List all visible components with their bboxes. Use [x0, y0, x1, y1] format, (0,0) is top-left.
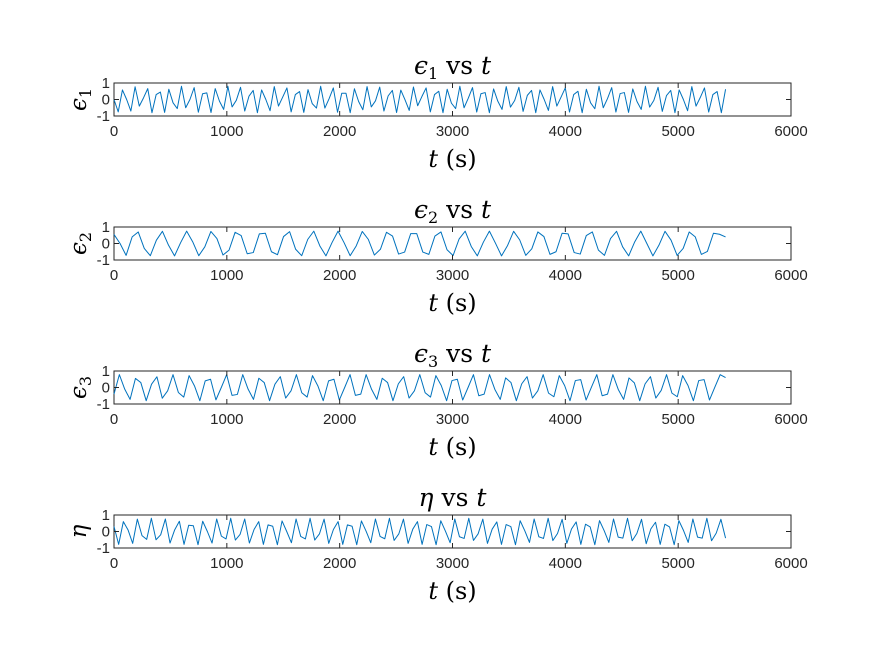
- x-axis-label-part: t: [428, 145, 438, 173]
- x-tick-label: 2000: [323, 555, 356, 572]
- x-tick-label: 1000: [210, 267, 243, 284]
- y-axis-label-part: η: [66, 524, 92, 538]
- y-axis-label: ϵ3: [66, 376, 95, 399]
- y-tick-label: -1: [97, 396, 110, 413]
- x-axis-label-part: (s): [438, 145, 477, 173]
- x-tick-label: 2000: [323, 411, 356, 428]
- y-axis-label-part: 2: [76, 232, 95, 242]
- x-tick-label: 6000: [774, 267, 807, 284]
- series-line: [113, 85, 727, 114]
- y-tick-label: 1: [102, 219, 110, 236]
- x-tick-label: 2000: [323, 123, 356, 140]
- x-tick-label: 3000: [436, 123, 469, 140]
- x-tick-label: 5000: [661, 411, 694, 428]
- y-tick-label: 0: [102, 524, 110, 541]
- x-tick-label: 4000: [549, 411, 582, 428]
- y-tick-label: -1: [97, 540, 110, 557]
- chart-title-part: t: [481, 51, 492, 80]
- x-tick-label: 3000: [436, 555, 469, 572]
- chart-title-part: 3: [428, 352, 438, 371]
- x-tick-label: 0: [110, 411, 118, 428]
- y-tick-label: 0: [102, 92, 110, 109]
- chart-title-part: ϵ: [414, 51, 428, 80]
- x-tick-label: 6000: [774, 555, 807, 572]
- chart-title-part: vs: [438, 51, 481, 80]
- x-tick-label: 1000: [210, 411, 243, 428]
- x-axis-label: t (s): [428, 145, 476, 173]
- chart-title-part: 2: [428, 208, 438, 227]
- x-tick-label: 0: [110, 267, 118, 284]
- y-axis-label-part: ϵ: [66, 242, 92, 255]
- x-axis-label-part: (s): [438, 289, 477, 317]
- x-axis-label-part: (s): [438, 433, 477, 461]
- y-tick-label: 1: [102, 363, 110, 380]
- x-tick-label: 5000: [661, 267, 694, 284]
- chart-title-part: t: [481, 195, 492, 224]
- x-axis-label: t (s): [428, 289, 476, 317]
- series-line: [113, 517, 727, 546]
- x-axis-label-part: (s): [438, 577, 477, 605]
- y-axis-label: ϵ1: [66, 88, 95, 111]
- chart-title-part: t: [481, 339, 492, 368]
- y-axis-label-part: 1: [76, 88, 95, 98]
- x-tick-label: 5000: [661, 555, 694, 572]
- y-axis-label: ϵ2: [66, 232, 95, 255]
- chart-title: η vs t: [419, 483, 488, 512]
- chart-title-part: t: [476, 483, 487, 512]
- x-tick-label: 5000: [661, 123, 694, 140]
- x-axis-label-part: t: [428, 577, 438, 605]
- x-tick-label: 4000: [549, 123, 582, 140]
- x-tick-label: 3000: [436, 267, 469, 284]
- x-tick-label: 4000: [549, 267, 582, 284]
- x-axis-label-part: t: [428, 433, 438, 461]
- y-tick-label: -1: [97, 252, 110, 269]
- x-axis-label-part: t: [428, 289, 438, 317]
- series-line: [113, 374, 726, 402]
- chart-title-part: vs: [438, 339, 481, 368]
- x-axis-label: t (s): [428, 577, 476, 605]
- chart-title-part: ϵ: [414, 195, 428, 224]
- y-tick-label: 1: [102, 507, 110, 524]
- series-line: [113, 230, 726, 257]
- y-tick-label: 0: [102, 236, 110, 253]
- y-axis-label: η: [66, 524, 92, 538]
- chart-title-part: vs: [434, 483, 477, 512]
- x-tick-label: 3000: [436, 411, 469, 428]
- chart-title: ϵ3 vs t: [414, 339, 492, 371]
- x-tick-label: 6000: [774, 123, 807, 140]
- x-tick-label: 1000: [210, 555, 243, 572]
- x-tick-label: 1000: [210, 123, 243, 140]
- chart-title-part: ϵ: [414, 339, 428, 368]
- x-tick-label: 4000: [549, 555, 582, 572]
- y-axis-label-part: ϵ: [66, 98, 92, 111]
- x-axis-label: t (s): [428, 433, 476, 461]
- chart-title-part: vs: [438, 195, 481, 224]
- x-tick-label: 6000: [774, 411, 807, 428]
- chart-title-part: 1: [428, 64, 438, 83]
- x-tick-label: 2000: [323, 267, 356, 284]
- y-axis-label-part: 3: [76, 376, 95, 386]
- y-tick-label: 1: [102, 75, 110, 92]
- chart-title: ϵ1 vs t: [414, 51, 492, 83]
- y-axis-label-part: ϵ: [66, 386, 92, 399]
- chart-title-part: η: [419, 483, 434, 512]
- x-tick-label: 0: [110, 123, 118, 140]
- y-tick-label: 0: [102, 380, 110, 397]
- chart-title: ϵ2 vs t: [414, 195, 492, 227]
- y-tick-label: -1: [97, 108, 110, 125]
- x-tick-label: 0: [110, 555, 118, 572]
